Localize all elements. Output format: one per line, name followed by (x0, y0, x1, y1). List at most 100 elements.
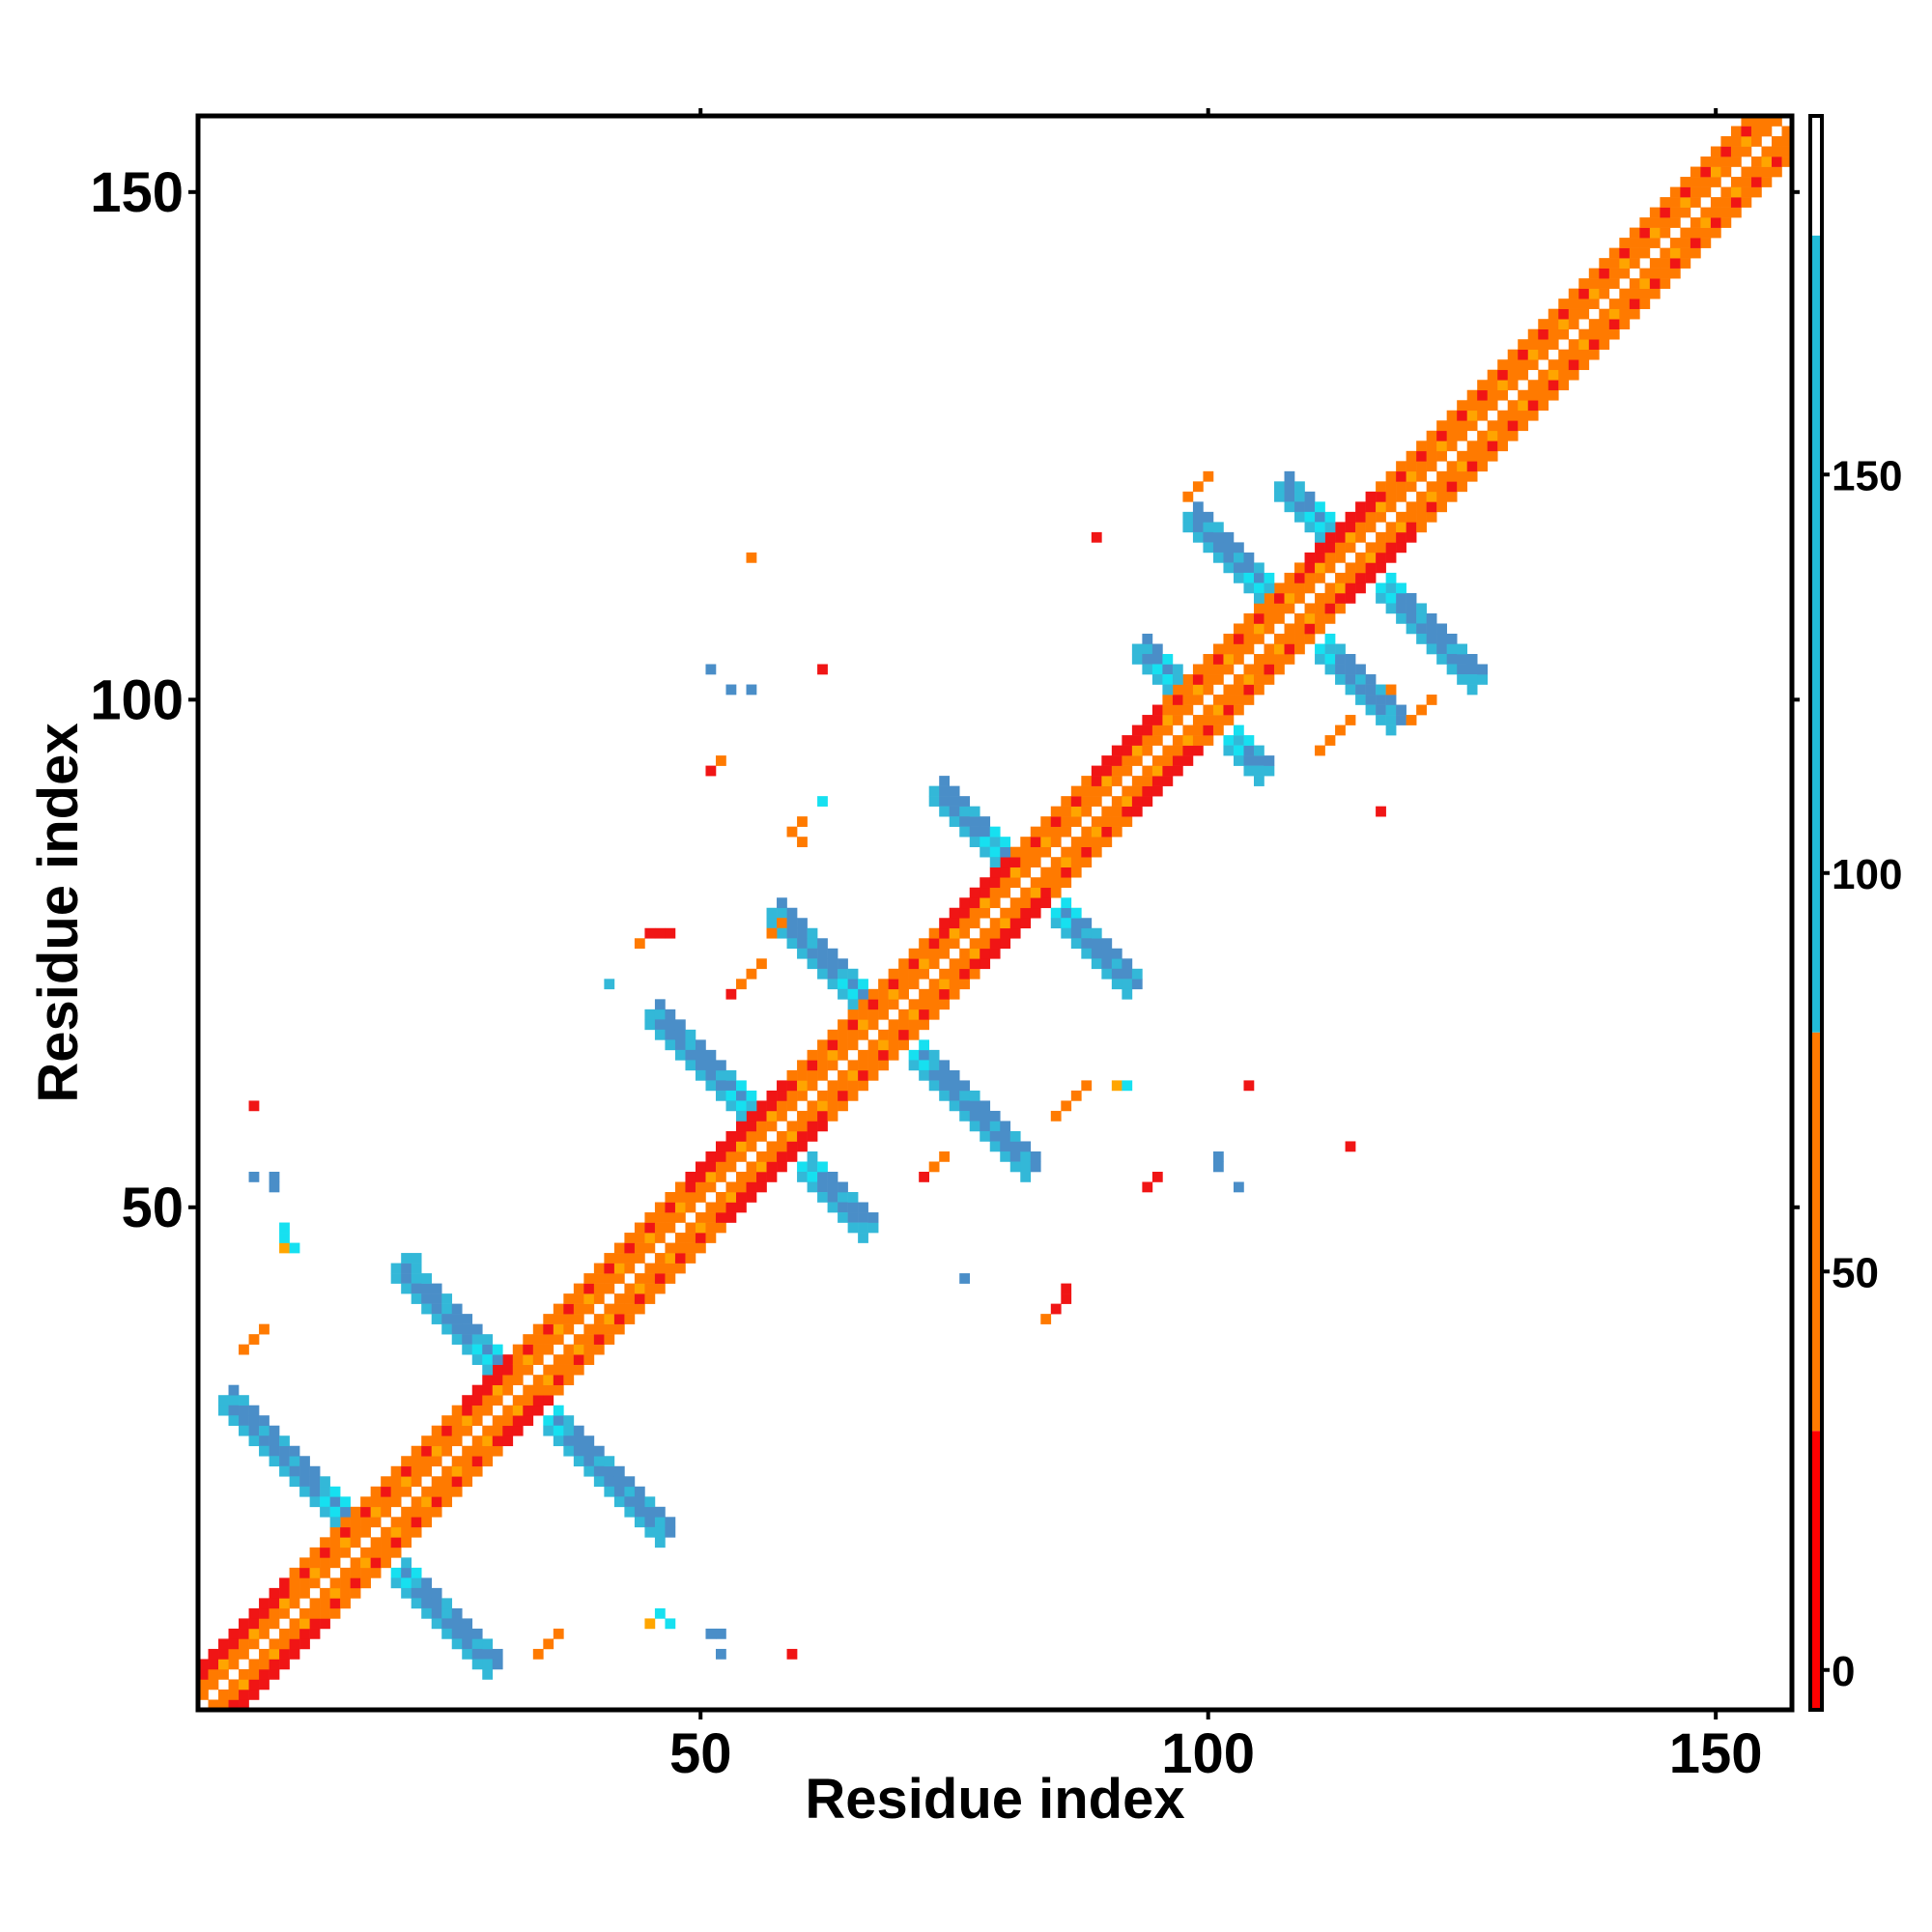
heatmap-cell (583, 1273, 595, 1284)
heatmap-cell (1274, 481, 1285, 493)
heatmap-cell (685, 1029, 696, 1040)
heatmap-cell (888, 979, 899, 990)
heatmap-cell (1466, 440, 1478, 452)
heatmap-cell (634, 1273, 645, 1284)
heatmap-cell (807, 958, 818, 970)
heatmap-cell (340, 1537, 351, 1548)
heatmap-cell (289, 1598, 300, 1609)
heatmap-cell (492, 1425, 503, 1436)
heatmap-cell (1457, 420, 1467, 432)
heatmap-cell (1324, 522, 1336, 533)
heatmap-cell (1294, 633, 1305, 644)
heatmap-cell (1750, 136, 1762, 147)
heatmap-cell (1558, 369, 1570, 381)
heatmap-cell (898, 988, 909, 1000)
heatmap-cell (685, 1253, 696, 1264)
heatmap-cell (1243, 695, 1255, 705)
heatmap-cell (1111, 948, 1122, 959)
heatmap-cell (1111, 755, 1122, 766)
heatmap-cell (431, 1425, 442, 1436)
heatmap-cell (279, 1445, 290, 1457)
heatmap-cell (1324, 735, 1336, 746)
heatmap-cell (1162, 654, 1174, 665)
heatmap-cell (807, 1080, 818, 1092)
heatmap-cell (1416, 633, 1427, 644)
heatmap-cell (949, 938, 960, 950)
heatmap-cell (1629, 247, 1640, 259)
heatmap-cell (462, 1445, 473, 1457)
heatmap-cell (512, 1405, 524, 1416)
heatmap-cell (1355, 674, 1366, 685)
heatmap-cell (725, 1151, 737, 1162)
heatmap-cell (1558, 328, 1570, 340)
heatmap-cell (1669, 186, 1681, 198)
heatmap-cell (1629, 227, 1640, 239)
heatmap-cell (1690, 217, 1701, 228)
heatmap-cell (1487, 400, 1498, 412)
heatmap-cell (471, 1435, 483, 1447)
heatmap-cell (1457, 470, 1467, 482)
heatmap-cell (1111, 745, 1122, 756)
heatmap-cell (1212, 1161, 1224, 1173)
heatmap-cell (949, 796, 960, 807)
heatmap-cell (1151, 765, 1163, 777)
heatmap-cell (1020, 897, 1032, 909)
heatmap-cell (766, 927, 778, 939)
heatmap-cell (817, 938, 828, 950)
heatmap-cell (228, 1659, 240, 1670)
heatmap-cell (1477, 430, 1489, 441)
heatmap-cell (573, 1456, 584, 1467)
heatmap-cell (1223, 562, 1235, 574)
heatmap-cell (350, 1557, 361, 1569)
heatmap-cell (329, 1598, 341, 1609)
heatmap-cell (1304, 522, 1316, 533)
heatmap-cell (1274, 612, 1285, 624)
heatmap-cell (1487, 380, 1498, 391)
heatmap-cell (838, 968, 848, 980)
heatmap-cell (1151, 735, 1163, 746)
heatmap-cell (1497, 410, 1509, 421)
heatmap-cell (665, 1253, 676, 1264)
heatmap-cell (593, 1334, 605, 1345)
heatmap-cell (827, 1080, 838, 1092)
heatmap-cell (1203, 664, 1214, 675)
heatmap-cell (1040, 877, 1052, 889)
heatmap-cell (390, 1496, 402, 1508)
heatmap-cell (320, 1496, 330, 1508)
heatmap-cell (441, 1486, 453, 1497)
heatmap-cell (1416, 511, 1427, 523)
heatmap-cell (1233, 542, 1244, 554)
heatmap-cell (401, 1486, 412, 1497)
heatmap-cell (248, 1679, 260, 1690)
heatmap-cell (1070, 816, 1082, 827)
heatmap-cell (1406, 522, 1417, 533)
heatmap-cell (1101, 776, 1113, 786)
heatmap-cell (1385, 592, 1397, 604)
heatmap-cell (299, 1486, 310, 1497)
heatmap-cell (573, 1293, 584, 1304)
heatmap-cell (1527, 410, 1539, 421)
heatmap-cell (1720, 197, 1732, 208)
heatmap-cell (1466, 674, 1478, 685)
heatmap-cell (482, 1648, 494, 1660)
heatmap-cell (736, 1202, 747, 1213)
heatmap-cell (1477, 440, 1489, 452)
heatmap-cell (1457, 450, 1467, 462)
heatmap-cell (989, 1130, 1001, 1142)
heatmap-cell (1507, 400, 1519, 412)
heatmap-cell (786, 1080, 798, 1092)
heatmap-cell (1446, 654, 1458, 665)
heatmap-cell (350, 1506, 361, 1518)
heatmap-cell (411, 1496, 422, 1508)
x-tick-label: 100 (1161, 1722, 1255, 1785)
heatmap-cell (949, 927, 960, 939)
heatmap-cell (838, 988, 848, 1000)
heatmap-cell (1355, 664, 1366, 675)
heatmap-cell (1335, 522, 1346, 533)
heatmap-cell (1081, 826, 1093, 838)
heatmap-cell (1365, 491, 1377, 502)
heatmap-cell (1233, 735, 1244, 746)
heatmap-cell (1182, 511, 1194, 523)
heatmap-cell (1406, 461, 1417, 472)
heatmap-cell (1558, 319, 1570, 329)
